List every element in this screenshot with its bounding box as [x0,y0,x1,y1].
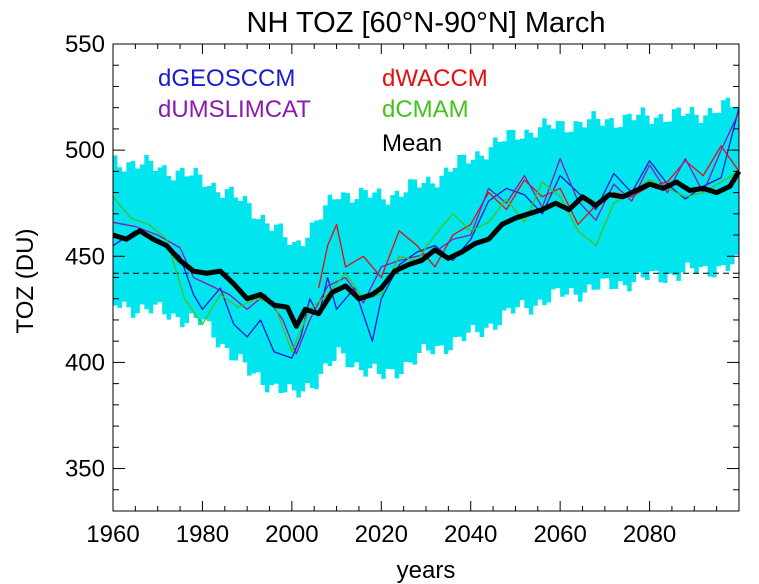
y-tick-label: 350 [65,456,105,483]
legend-entry-mean: Mean [382,130,442,157]
legend-entry-dumslimcat: dUMSLIMCAT [158,96,311,123]
x-tick-label: 1960 [86,521,139,548]
axes: 1960 1980 2000 2020 2040 2060 2080 350 400 450 500… [65,31,739,548]
series-line-dgeosccm [112,107,740,359]
x-tick-label: 1980 [176,521,229,548]
legend-entry-dgeosccm: dGEOSCCM [158,65,295,92]
legend-entry-dcmam: dCMAM [382,96,469,123]
x-tick-label: 2060 [533,521,586,548]
series-line-dwaccm [318,145,740,289]
series-lines [112,107,742,359]
legend-entry-dwaccm: dWACCM [382,65,488,92]
x-tick-label: 2080 [623,521,676,548]
x-tick-label: 2020 [355,521,408,548]
y-tick-label: 500 [65,137,105,164]
x-tick-label: 2000 [265,521,318,548]
chart-title: NH TOZ [60°N-90°N] March [247,7,606,39]
x-axis-label: years [397,557,456,584]
x-tick-label: 2040 [444,521,497,548]
y-axis-label: TOZ (DU) [12,229,39,334]
legend: dGEOSCCM dWACCM dUMSLIMCAT dCMAM Mean [158,65,488,157]
y-tick-label: 400 [65,349,105,376]
y-tick-label: 450 [65,243,105,270]
y-tick-label: 550 [65,31,105,58]
series-line-mean [112,170,742,329]
